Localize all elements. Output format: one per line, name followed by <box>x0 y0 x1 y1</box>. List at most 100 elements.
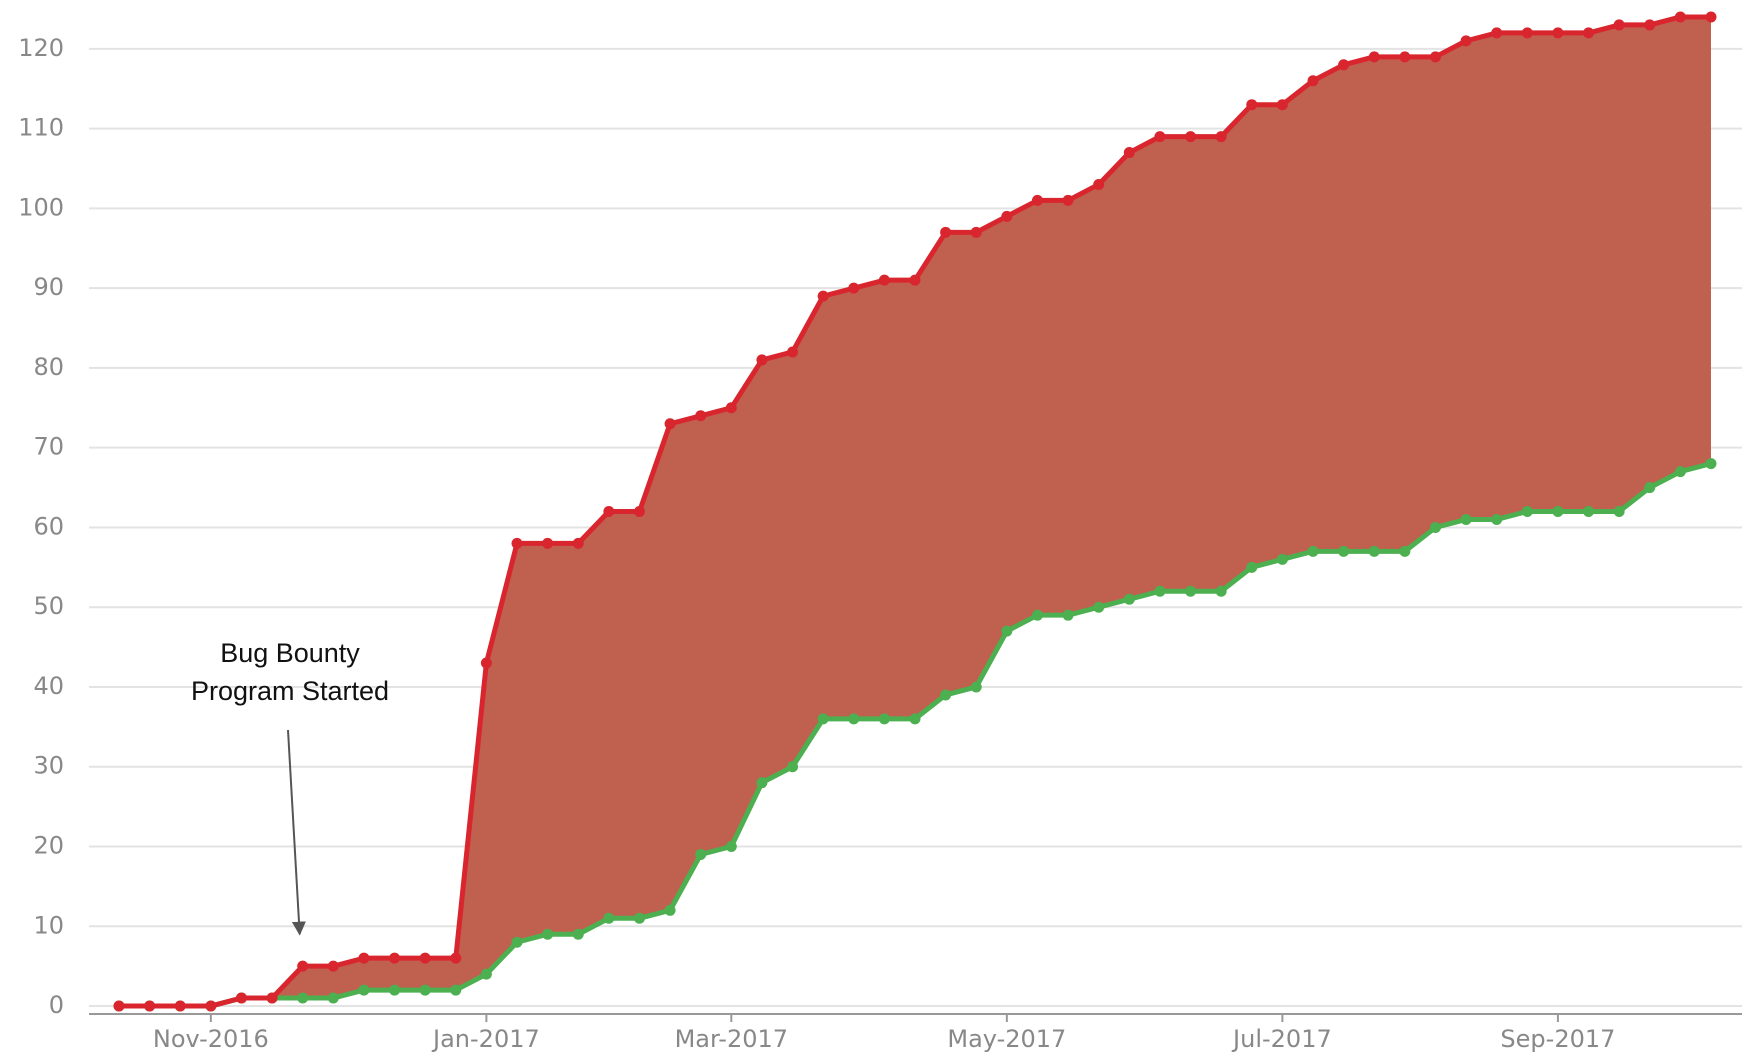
data-point <box>480 968 492 980</box>
data-point <box>909 713 921 725</box>
annotation-arrow <box>287 729 306 936</box>
data-point <box>1093 178 1105 190</box>
data-point <box>419 984 431 996</box>
data-point <box>878 274 890 286</box>
data-point <box>572 537 584 549</box>
data-point <box>940 226 952 238</box>
x-tick-label: Jul-2017 <box>1231 1025 1332 1053</box>
data-point <box>358 984 370 996</box>
data-point <box>1185 131 1197 143</box>
data-point <box>909 274 921 286</box>
data-point <box>1613 505 1625 517</box>
data-point <box>1583 27 1595 39</box>
data-point <box>1644 482 1656 494</box>
y-tick-label: 80 <box>33 353 64 381</box>
data-point <box>633 505 645 517</box>
data-point <box>297 992 309 1004</box>
data-point <box>389 984 401 996</box>
data-point <box>1552 27 1564 39</box>
data-point <box>450 984 462 996</box>
data-point <box>1491 513 1503 525</box>
data-point <box>756 354 768 366</box>
data-point <box>1123 593 1135 605</box>
x-tick-label: May-2017 <box>947 1025 1066 1053</box>
data-point <box>1154 585 1166 597</box>
y-tick-label: 0 <box>49 991 64 1019</box>
y-tick-label: 90 <box>33 273 64 301</box>
data-point <box>1460 513 1472 525</box>
x-tick-label: Sep-2017 <box>1500 1025 1615 1053</box>
data-point <box>1338 545 1350 557</box>
data-point <box>205 1000 217 1012</box>
data-point <box>1674 11 1686 23</box>
data-point <box>1215 585 1227 597</box>
data-point <box>1460 35 1472 47</box>
data-point <box>542 537 554 549</box>
data-point <box>695 410 707 422</box>
y-tick-label: 60 <box>33 512 64 540</box>
data-point <box>1399 545 1411 557</box>
data-point <box>1246 99 1258 111</box>
data-point <box>817 713 829 725</box>
data-point <box>603 505 615 517</box>
data-point <box>419 952 431 964</box>
data-point <box>1338 59 1350 71</box>
y-tick-label: 20 <box>33 831 64 859</box>
data-point <box>725 840 737 852</box>
data-point <box>695 848 707 860</box>
x-tick-label: Jan-2017 <box>431 1025 540 1053</box>
y-tick-label: 110 <box>18 114 64 142</box>
data-point <box>817 290 829 302</box>
data-point <box>1307 75 1319 87</box>
data-point <box>1062 609 1074 621</box>
data-point <box>1399 51 1411 63</box>
data-point <box>450 952 462 964</box>
data-point <box>1215 131 1227 143</box>
data-point <box>1031 609 1043 621</box>
data-point <box>174 1000 186 1012</box>
data-point <box>113 1000 125 1012</box>
data-point <box>266 992 278 1004</box>
data-point <box>1429 521 1441 533</box>
data-point <box>848 713 860 725</box>
data-point <box>389 952 401 964</box>
data-point <box>144 1000 156 1012</box>
data-point <box>327 992 339 1004</box>
data-point <box>1705 11 1717 23</box>
data-point <box>1705 458 1717 470</box>
data-point <box>1123 147 1135 159</box>
data-point <box>1583 505 1595 517</box>
data-point <box>1246 561 1258 573</box>
data-point <box>1307 545 1319 557</box>
data-point <box>1491 27 1503 39</box>
data-point <box>1062 194 1074 206</box>
area-fill <box>119 16 1711 1007</box>
data-point <box>1429 51 1441 63</box>
data-point <box>1521 505 1533 517</box>
data-point <box>787 346 799 358</box>
x-tick-label: Mar-2017 <box>675 1025 788 1053</box>
y-tick-label: 40 <box>33 672 64 700</box>
data-point <box>970 226 982 238</box>
y-tick-label: 100 <box>18 193 64 221</box>
data-point <box>970 681 982 693</box>
data-point <box>878 713 890 725</box>
data-point <box>1368 545 1380 557</box>
data-point <box>1521 27 1533 39</box>
data-point <box>1093 601 1105 613</box>
data-point <box>297 960 309 972</box>
data-point <box>848 282 860 294</box>
annotation-line: Bug Bounty <box>220 638 360 668</box>
y-tick-label: 10 <box>33 911 64 939</box>
data-point <box>358 952 370 964</box>
annotation-line: Program Started <box>191 676 389 706</box>
data-point <box>1644 19 1656 31</box>
data-point <box>756 777 768 789</box>
y-tick-label: 30 <box>33 752 64 780</box>
data-point <box>511 537 523 549</box>
data-point <box>511 936 523 948</box>
data-point <box>1368 51 1380 63</box>
data-point <box>940 689 952 701</box>
data-point <box>572 928 584 940</box>
